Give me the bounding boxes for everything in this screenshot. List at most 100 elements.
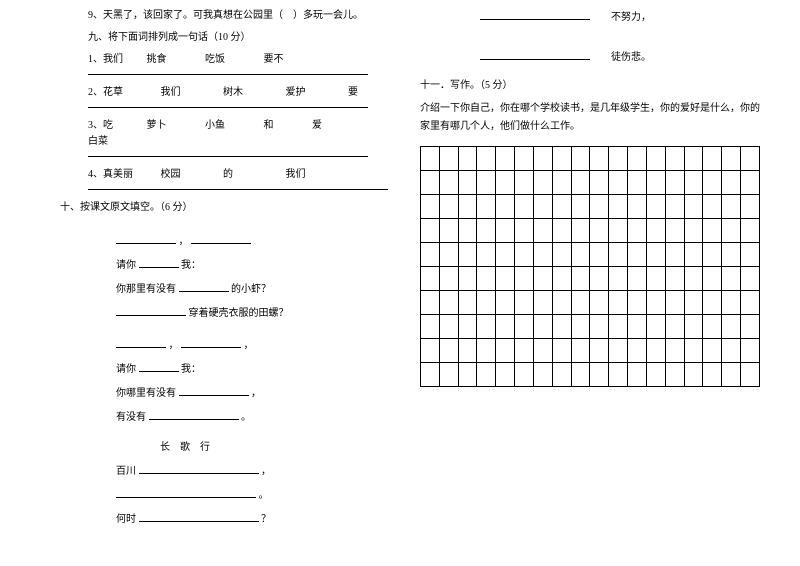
grid-cell bbox=[533, 315, 552, 339]
grid-cell bbox=[477, 315, 496, 339]
grid-cell bbox=[421, 195, 440, 219]
grid-cell bbox=[590, 315, 609, 339]
grid-cell bbox=[609, 339, 628, 363]
grid-cell bbox=[628, 291, 647, 315]
grid-cell bbox=[571, 339, 590, 363]
grid-cell bbox=[684, 339, 703, 363]
word: 的 bbox=[223, 167, 283, 183]
writing-grid bbox=[420, 146, 760, 387]
comma: ， bbox=[261, 466, 271, 477]
blank bbox=[116, 232, 176, 244]
grid-cell bbox=[421, 267, 440, 291]
word: 我们 bbox=[161, 85, 221, 101]
grid-cell bbox=[684, 315, 703, 339]
right-column: 不努力， 徒伤悲。 十一．写作。（5 分） 介绍一下你自己，你在哪个学校读书，是… bbox=[400, 0, 800, 566]
fill-line: 徒伤悲。 bbox=[420, 48, 760, 66]
grid-cell bbox=[496, 291, 515, 315]
left-column: 9、天黑了，该回家了。可我真想在公园里（ ）多玩一会儿。 九、将下面词排列成一句… bbox=[0, 0, 400, 566]
grid-cell bbox=[646, 363, 665, 387]
poem-couplet-line: 百川 ， bbox=[60, 462, 380, 480]
grid-cell bbox=[684, 195, 703, 219]
grid-cell bbox=[722, 243, 741, 267]
grid-cell bbox=[496, 339, 515, 363]
grid-cell bbox=[439, 171, 458, 195]
grid-cell bbox=[665, 339, 684, 363]
grid-cell bbox=[628, 243, 647, 267]
grid-cell bbox=[439, 147, 458, 171]
grid-cell bbox=[496, 147, 515, 171]
grid-cell bbox=[722, 363, 741, 387]
word: 爱护 bbox=[286, 85, 346, 101]
grid-cell bbox=[628, 171, 647, 195]
blank bbox=[149, 408, 239, 420]
grid-cell bbox=[496, 267, 515, 291]
grid-cell bbox=[458, 267, 477, 291]
grid-cell bbox=[628, 267, 647, 291]
grid-cell bbox=[477, 339, 496, 363]
word: 挑食 bbox=[147, 52, 203, 68]
grid-cell bbox=[646, 171, 665, 195]
grid-cell bbox=[477, 219, 496, 243]
grid-cell bbox=[496, 315, 515, 339]
grid-cell bbox=[533, 147, 552, 171]
grid-cell bbox=[533, 339, 552, 363]
grid-cell bbox=[722, 339, 741, 363]
grid-cell bbox=[421, 219, 440, 243]
comma: ， bbox=[251, 388, 261, 399]
poem-line: 请你 我： bbox=[60, 360, 380, 378]
poem-blank-row: ， bbox=[60, 232, 380, 250]
grid-cell bbox=[533, 291, 552, 315]
grid-cell bbox=[477, 267, 496, 291]
word: 吃饭 bbox=[205, 52, 261, 68]
text: 不努力， bbox=[611, 12, 651, 23]
grid-cell bbox=[590, 363, 609, 387]
question-9: 9、天黑了，该回家了。可我真想在公园里（ ）多玩一会儿。 bbox=[60, 8, 380, 24]
grid-cell bbox=[646, 315, 665, 339]
grid-cell bbox=[722, 147, 741, 171]
grid-cell bbox=[458, 243, 477, 267]
blank bbox=[116, 304, 186, 316]
grid-cell bbox=[703, 363, 722, 387]
sentence-2: 2、花草 我们 树木 爱护 要 bbox=[60, 85, 380, 101]
grid-cell bbox=[646, 195, 665, 219]
grid-cell bbox=[533, 267, 552, 291]
grid-cell bbox=[590, 171, 609, 195]
grid-cell bbox=[571, 243, 590, 267]
grid-cell bbox=[741, 171, 760, 195]
comma: ， bbox=[179, 236, 189, 247]
grid-cell bbox=[722, 171, 741, 195]
grid-cell bbox=[552, 219, 571, 243]
blank bbox=[139, 510, 259, 522]
grid-cell bbox=[665, 195, 684, 219]
poem-blank-row: ， ， bbox=[60, 336, 380, 354]
sentence-3: 3、吃 萝卜 小鱼 和 爱 白菜 bbox=[60, 118, 380, 150]
text: 徒伤悲。 bbox=[611, 52, 651, 63]
grid-cell bbox=[684, 363, 703, 387]
comma: ， bbox=[244, 340, 254, 351]
grid-cell bbox=[590, 243, 609, 267]
grid-cell bbox=[703, 339, 722, 363]
section-9-title: 九、将下面词排列成一句话（10 分） bbox=[60, 30, 380, 46]
poem-title: 长 歌 行 bbox=[60, 440, 380, 456]
grid-cell bbox=[609, 243, 628, 267]
grid-cell bbox=[703, 219, 722, 243]
grid-cell bbox=[552, 363, 571, 387]
grid-cell bbox=[439, 243, 458, 267]
grid-cell bbox=[496, 171, 515, 195]
grid-cell bbox=[609, 171, 628, 195]
grid-cell bbox=[571, 147, 590, 171]
grid-cell bbox=[646, 147, 665, 171]
grid-cell bbox=[665, 267, 684, 291]
grid-cell bbox=[477, 147, 496, 171]
answer-line bbox=[88, 189, 388, 190]
grid-cell bbox=[703, 171, 722, 195]
section-11-title: 十一．写作。（5 分） bbox=[420, 78, 760, 94]
grid-cell bbox=[515, 291, 534, 315]
grid-cell bbox=[571, 219, 590, 243]
blank bbox=[139, 462, 259, 474]
grid-cell bbox=[741, 147, 760, 171]
label: 2、花草 bbox=[88, 85, 158, 101]
answer-line bbox=[88, 74, 368, 75]
grid-cell bbox=[684, 219, 703, 243]
grid-cell bbox=[684, 267, 703, 291]
